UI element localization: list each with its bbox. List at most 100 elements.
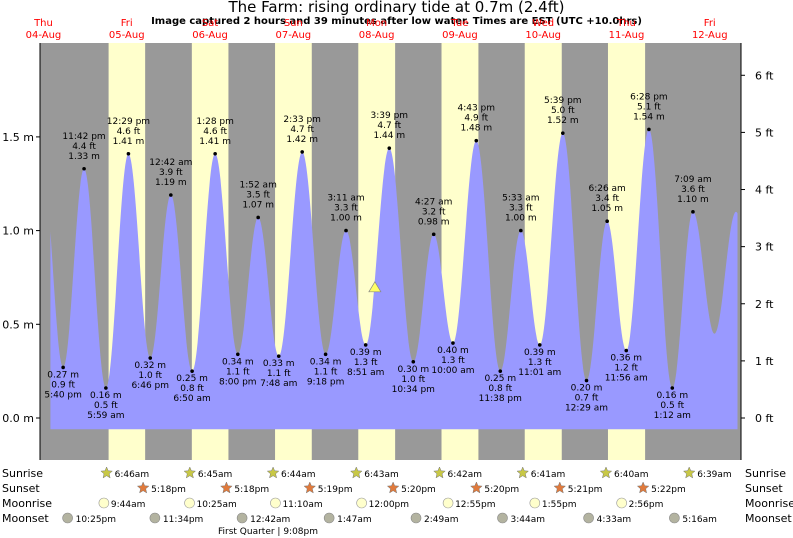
tide-label-line: 1:28 pm — [196, 117, 234, 127]
sunset-icon — [386, 481, 400, 494]
tide-point — [323, 352, 328, 357]
tide-point — [561, 131, 565, 135]
sunrise-time: 6:42am — [448, 470, 483, 480]
tide-label-line: 8:00 pm — [219, 377, 257, 387]
tide-label-line: 1:12 am — [654, 411, 691, 421]
tide-label-line: 12:42 am — [149, 158, 192, 168]
tide-label-line: 0.16 m — [90, 391, 122, 401]
current-tide-marker — [368, 281, 382, 293]
tide-label-line: 0.32 m — [134, 361, 166, 371]
tide-point — [537, 343, 542, 347]
tide-area — [50, 129, 738, 430]
sunrise-icon — [349, 466, 363, 479]
day-header-dow: Tue — [450, 18, 468, 29]
day-header-dow: Sun — [284, 18, 303, 29]
moonset-time: 10:25pm — [76, 515, 116, 525]
tide-label-line: 1.3 ft — [528, 358, 552, 368]
sunrise-icon — [433, 466, 446, 479]
y-left-tick-label: 1.0 m — [2, 225, 34, 238]
tide-label-line: 0.5 ft — [660, 401, 684, 411]
tide-label-line: 1.41 m — [199, 137, 231, 147]
tide-label-line: 3.5 ft — [246, 190, 270, 200]
tide-label-line: 1.05 m — [591, 204, 623, 214]
tide-label-line: 9:18 pm — [307, 377, 345, 387]
tide-label-line: 3.4 ft — [595, 194, 619, 204]
moonrise-time: 1:55pm — [542, 500, 577, 510]
moonset-time: 3:44am — [511, 515, 545, 525]
sunset-time: 5:22pm — [651, 485, 686, 495]
sunrise-icon — [682, 466, 696, 479]
tide-label-line: 10:34 pm — [392, 385, 435, 395]
tide-label-line: 4.6 ft — [203, 127, 227, 137]
tide-point — [498, 369, 503, 373]
tide-label-line: 6:46 pm — [131, 381, 169, 391]
almanac-row-label-left: Moonrise — [2, 497, 52, 510]
tide-point — [670, 386, 675, 390]
y-right-tick-label: 6 ft — [755, 69, 774, 82]
tide-point — [61, 365, 65, 370]
moonrise-icon — [356, 497, 367, 509]
moonrise-icon — [270, 497, 281, 509]
moonset-time: 4:33am — [597, 515, 632, 525]
tide-point — [624, 348, 629, 353]
tide-label-line: 0.9 ft — [51, 380, 75, 390]
tide-label-line: 0.8 ft — [488, 384, 512, 394]
tide-label-line: 3.3 ft — [509, 204, 533, 214]
moonset-icon — [62, 512, 73, 524]
sunrise-icon — [266, 466, 280, 479]
moonrise-time: 10:25am — [197, 500, 237, 510]
tide-label-line: 11:01 am — [518, 368, 561, 378]
page-title: The Farm: rising ordinary tide at 0.7m (… — [228, 0, 565, 16]
tide-label-line: 6:26 am — [588, 184, 625, 194]
sunrise-time: 6:39am — [697, 470, 732, 480]
axes: 0.0 m 0.5 m 1.0 m 1.5 m 0 ft 1 ft 2 ft 3 ft 4 ft… — [2, 43, 774, 460]
moonset-time: 1:47am — [337, 515, 372, 525]
tide-label-line: 1.10 m — [677, 195, 709, 205]
moonrise-time: 11:10am — [282, 500, 322, 510]
day-header-date: 11-Aug — [609, 30, 645, 41]
tide-label-line: 11:56 am — [605, 374, 648, 384]
moonset-icon — [149, 512, 161, 524]
y-right-tick-label: 4 ft — [755, 184, 774, 197]
sunset-time: 5:20pm — [484, 485, 519, 495]
tide-label-line: 4.7 ft — [377, 121, 401, 131]
moonset-icon — [583, 512, 594, 524]
moonset-icon — [410, 512, 422, 524]
sunset-time: 5:18pm — [234, 485, 269, 495]
moonrise-time: 9:44am — [111, 500, 146, 510]
almanac-row-label-left: Sunset — [2, 482, 40, 495]
sunrise-time: 6:43am — [364, 470, 399, 480]
tide-point — [169, 193, 173, 197]
tide-label-line: 3.6 ft — [681, 185, 705, 195]
tide-point — [256, 215, 260, 220]
y-left-tick-label: 1.5 m — [2, 131, 34, 144]
almanac: Sunrise Sunrise Sunset Sunset Moonrise Moonri… — [2, 466, 793, 537]
tide-label-line: 0.25 m — [176, 374, 208, 384]
tide-label-line: 0.40 m — [437, 346, 469, 356]
tide-label-line: 1.3 ft — [441, 356, 465, 366]
tide-label-line: 3:11 am — [327, 194, 364, 204]
tide-label-line: 1.54 m — [633, 112, 665, 122]
tide-point — [82, 166, 86, 171]
moonset-time: 5:16am — [682, 515, 717, 525]
y-left-tick-label: 0.0 m — [2, 412, 34, 425]
tide-area-path — [50, 129, 738, 430]
tide-label-line: 7:09 am — [674, 175, 711, 185]
tide-label-line: 0.34 m — [310, 357, 342, 367]
y-right-tick-label: 3 ft — [755, 241, 774, 254]
tide-label-line: 0.36 m — [610, 354, 642, 364]
day-header-date: 10-Aug — [525, 30, 561, 41]
tide-label-line: 3:39 pm — [371, 111, 409, 121]
sunset-time: 5:20pm — [401, 485, 436, 495]
tide-label-line: 0.39 m — [350, 348, 382, 358]
tide-label-line: 4:27 am — [415, 197, 452, 207]
tide-point — [605, 219, 609, 224]
tide-label-line: 4.7 ft — [290, 125, 314, 135]
tide-point — [190, 369, 194, 373]
tide-point — [519, 228, 523, 233]
day-header-dow: Fri — [704, 18, 716, 29]
day-header-dow: Wed — [532, 18, 554, 29]
tide-label-line: 0.98 m — [418, 217, 450, 227]
tide-point — [584, 378, 589, 383]
tide-label-line: 7:48 am — [260, 379, 297, 389]
